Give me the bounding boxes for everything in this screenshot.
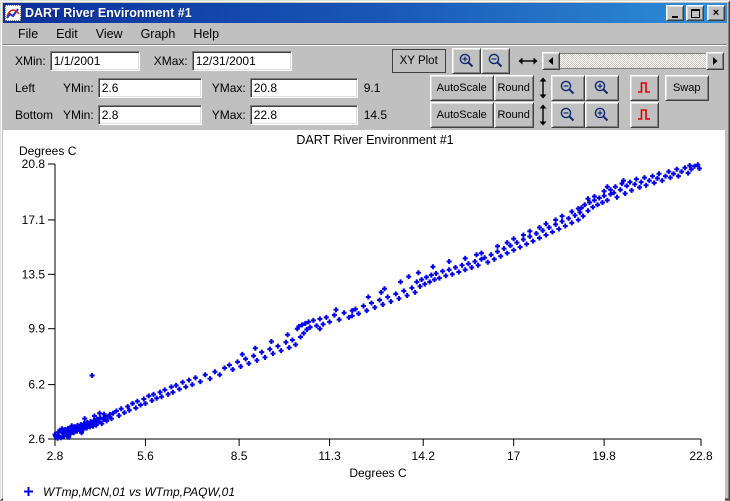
bottom-autoscale-button[interactable]: AutoScale [430, 102, 494, 128]
bottom-axis-label: Bottom [15, 108, 63, 122]
svg-text:8.5: 8.5 [231, 449, 248, 463]
timeseries-step-icon [637, 108, 651, 121]
legend-marker-path [24, 487, 33, 496]
toolbar-row-bottom-axis: Bottom YMin: YMax: 14.5 AutoScale Round [3, 101, 727, 128]
bottom-timeseries-button[interactable] [630, 102, 659, 128]
svg-text:2.6: 2.6 [28, 432, 45, 446]
horizontal-range-icon [518, 56, 538, 66]
titlebar[interactable]: DART River Environment #1 × [3, 3, 727, 23]
vertical-range-icon [538, 77, 548, 99]
plot-svg[interactable]: DART River Environment #1 Degrees C 2.6 6.2… [3, 130, 725, 482]
window-title: DART River Environment #1 [25, 6, 664, 20]
bottom-ymin-input[interactable] [98, 105, 202, 125]
menu-file[interactable]: File [9, 25, 47, 43]
svg-text:13.5: 13.5 [22, 267, 46, 281]
x-scrollbar-track[interactable] [560, 53, 706, 69]
minimize-icon [672, 16, 678, 18]
legend: WTmp,MCN,01 vs WTmp,PAQW,01 [3, 482, 725, 501]
left-timeseries-button[interactable] [630, 75, 659, 101]
left-cursor-value: 9.1 [364, 81, 422, 95]
svg-text:2.8: 2.8 [47, 449, 64, 463]
svg-text:14.2: 14.2 [412, 449, 436, 463]
bottom-ymax-label: YMax: [212, 108, 246, 122]
left-autoscale-button[interactable]: AutoScale [430, 75, 494, 101]
left-ymin-label: YMin: [63, 81, 94, 95]
left-zoom-out-button[interactable] [551, 75, 585, 101]
zoom-out-x-button[interactable] [481, 48, 510, 74]
timeseries-step-icon [637, 81, 651, 94]
bottom-ymax-input[interactable] [250, 105, 358, 125]
scrollbar-left-button[interactable] [542, 52, 560, 70]
xmax-input[interactable] [192, 51, 292, 71]
maximize-icon [691, 9, 700, 18]
scrollbar-right-button[interactable] [706, 52, 724, 70]
close-button[interactable]: × [707, 5, 725, 21]
menu-view[interactable]: View [87, 25, 132, 43]
bottom-cursor-value: 14.5 [364, 108, 422, 122]
svg-text:Degrees C: Degrees C [19, 144, 77, 158]
svg-text:22.8: 22.8 [689, 449, 713, 463]
menu-edit[interactable]: Edit [47, 25, 87, 43]
svg-text:9.9: 9.9 [28, 322, 45, 336]
zoom-in-icon [593, 106, 610, 123]
bottom-round-button[interactable]: Round [494, 102, 534, 128]
xmin-input[interactable] [50, 51, 140, 71]
zoom-out-icon [487, 52, 504, 69]
maximize-button[interactable] [686, 5, 704, 21]
xy-plot-button[interactable]: XY Plot [392, 49, 446, 73]
xmin-label: XMin: [15, 54, 46, 68]
zoom-out-icon [559, 79, 576, 96]
svg-text:5.6: 5.6 [137, 449, 154, 463]
svg-text:Degrees C: Degrees C [349, 466, 407, 480]
svg-text:DART River Environment #1: DART River Environment #1 [296, 133, 453, 147]
menu-help[interactable]: Help [184, 25, 228, 43]
left-ymax-label: YMax: [212, 81, 246, 95]
left-ymax-input[interactable] [250, 78, 358, 98]
zoom-out-icon [559, 106, 576, 123]
toolbar-row-x-range: XMin: XMax: XY Plot [3, 47, 727, 74]
svg-text:20.8: 20.8 [22, 157, 46, 171]
close-icon: × [713, 8, 719, 18]
xmax-label: XMax: [154, 54, 188, 68]
left-round-button[interactable]: Round [494, 75, 534, 101]
vertical-range-icon [538, 104, 548, 126]
svg-text:19.8: 19.8 [592, 449, 616, 463]
menu-graph[interactable]: Graph [132, 25, 185, 43]
app-icon [5, 5, 21, 21]
menubar: File Edit View Graph Help [3, 23, 727, 45]
left-axis-label: Left [15, 81, 63, 95]
bottom-zoom-in-button[interactable] [585, 102, 619, 128]
legend-marker-icon [23, 486, 34, 497]
scatter-plot-area: DART River Environment #1 Degrees C 2.6 6.2… [3, 130, 725, 482]
zoom-in-icon [458, 52, 475, 69]
svg-text:6.2: 6.2 [28, 378, 45, 392]
svg-text:11.3: 11.3 [318, 449, 341, 463]
zoom-in-icon [593, 79, 610, 96]
svg-text:17: 17 [507, 449, 521, 463]
toolbar-row-left-axis: Left YMin: YMax: 9.1 AutoScale Round [3, 74, 727, 101]
minimize-button[interactable] [666, 5, 684, 21]
zoom-in-x-button[interactable] [452, 48, 481, 74]
left-ymin-input[interactable] [98, 78, 202, 98]
bottom-ymin-label: YMin: [63, 108, 94, 122]
bottom-zoom-out-button[interactable] [551, 102, 585, 128]
scroll-left-icon [547, 57, 555, 65]
app-window: DART River Environment #1 × File Edit Vi… [0, 0, 730, 500]
left-zoom-in-button[interactable] [585, 75, 619, 101]
svg-text:17.1: 17.1 [22, 213, 46, 227]
scroll-right-icon [711, 57, 719, 65]
swap-button[interactable]: Swap [665, 75, 709, 101]
legend-label: WTmp,MCN,01 vs WTmp,PAQW,01 [43, 485, 235, 499]
toolbar: XMin: XMax: XY Plot [3, 45, 727, 128]
